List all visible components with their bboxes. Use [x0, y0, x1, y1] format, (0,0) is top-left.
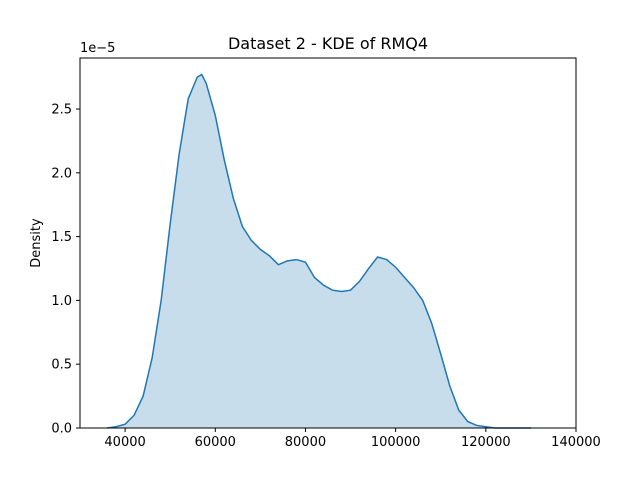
y-axis: 0.0 0.5 1.0 1.5 2.0 2.5 — [51, 103, 80, 437]
y-tick-label: 1.5 — [51, 230, 72, 245]
y-axis-title: Density — [29, 218, 44, 268]
x-tick-label: 100000 — [371, 435, 421, 450]
x-tick-label: 120000 — [461, 435, 511, 450]
plot-area — [106, 73, 531, 429]
chart-title: Dataset 2 - KDE of RMQ4 — [228, 34, 428, 53]
y-tick-label: 2.5 — [51, 103, 72, 118]
y-tick-label: 0.5 — [51, 358, 72, 373]
y-offset-label: 1e−5 — [80, 41, 115, 56]
y-tick-label: 0.0 — [51, 422, 72, 437]
kde-line-0 — [106, 73, 531, 429]
kde-area-0 — [107, 74, 531, 428]
y-tick-label: 2.0 — [51, 166, 72, 181]
y-tick-label: 1.0 — [51, 294, 72, 309]
x-tick-label: 80000 — [285, 435, 326, 450]
x-tick-label: 60000 — [195, 435, 236, 450]
x-axis: 40000 60000 80000 100000 120000 140000 — [104, 428, 601, 450]
plot-frame — [79, 57, 577, 429]
x-tick-label: 140000 — [551, 435, 601, 450]
x-tick-label: 40000 — [104, 435, 145, 450]
